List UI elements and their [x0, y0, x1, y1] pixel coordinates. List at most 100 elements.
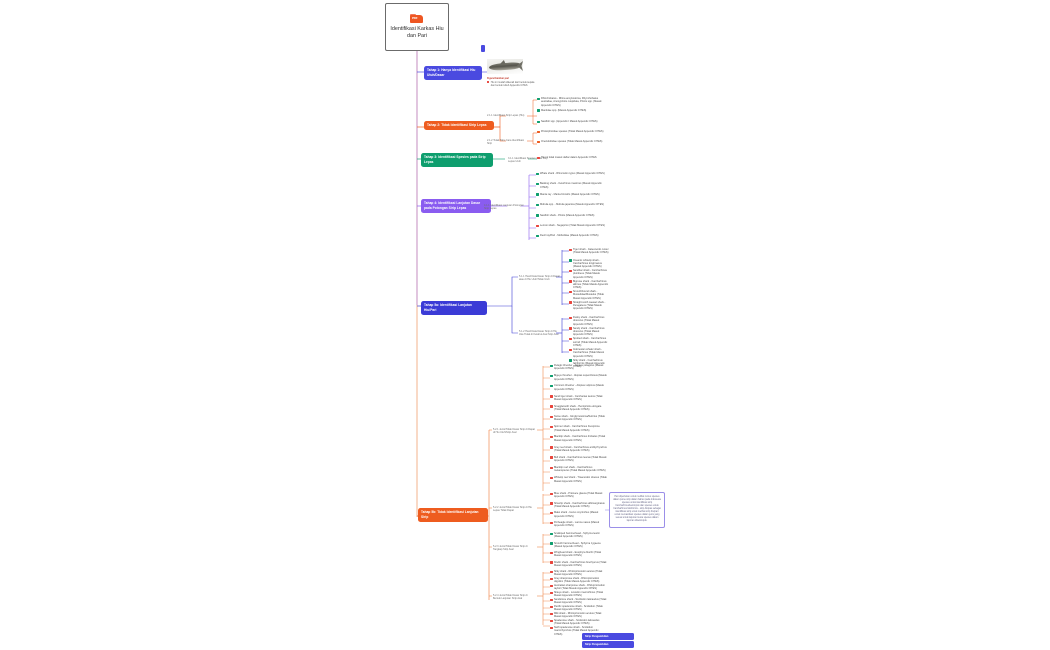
leaf-node[interactable]: Blacktip shark - Carcharhinus limbatus (…	[550, 435, 607, 442]
leaf-node[interactable]: Orectolobidae spesies (Tidak Masuk Appen…	[537, 140, 605, 144]
leaf-label: Spinner shark - Carcharhinus brevipinna …	[553, 425, 600, 432]
leaf-label: Common thresher - Alopias vulpinus (Masu…	[553, 384, 604, 391]
leaf-node[interactable]: Pelagic thresher - Alopias pelagicus (Ma…	[550, 364, 607, 371]
leaf-label: Whitetip reef shark - Triaenodon obesus …	[553, 476, 607, 483]
leaf-label: Manta ray - Manta birostris (Masuk Appen…	[539, 192, 600, 196]
leaf-node[interactable]: Basking shark - Cetorhinus maximus (Masu…	[536, 182, 606, 189]
leaf-node[interactable]: Pacific spadenose shark - Scoliodon (Tid…	[550, 605, 607, 612]
leaf-node[interactable]: Pristiophoridae spesies (Tidak Masuk App…	[537, 130, 605, 134]
status-bullet-icon	[536, 224, 539, 228]
leaf-node[interactable]: Rhinchobatus - Rhina ancylostoma, Rhynch…	[537, 97, 605, 107]
status-bullet-icon	[536, 172, 539, 176]
leaf-node[interactable]: Silky shark - Carcharhinus falciformis (…	[569, 359, 609, 369]
leaf-node[interactable]: Devil ray/Pari - Mobulidae (Masuk Append…	[536, 234, 606, 238]
leaf-node[interactable]: Swift spadenose shark - Scoliodon macror…	[550, 626, 607, 636]
status-bullet-icon	[550, 415, 553, 419]
hub-node-h10[interactable]: 5.2.4 Jenis/Tidak Dasar Sirip di Bentuk …	[493, 594, 528, 601]
hub-node-h3[interactable]: 3.1.1 Identifikasi Spesies pada Sirip Le…	[508, 157, 548, 164]
leaf-node[interactable]: Mako shark - Isurus oxyrinchus (Masuk Ap…	[550, 511, 607, 518]
leaf-node[interactable]: Smooth hammerhead - Sphyrna zygaena (Mas…	[550, 542, 607, 549]
leaf-node[interactable]: Blacktip reef shark - Carcharhinus melan…	[550, 466, 607, 473]
leaf-node[interactable]: Winghead shark - Eusphyra blochii (Tidak…	[550, 551, 607, 558]
root-node[interactable]: PDF Identifikasi Karkas Hiu dan Pari	[385, 3, 449, 51]
leaf-node[interactable]: Scalloped hammerhead - Sphyrna lewini (M…	[550, 532, 607, 539]
leaf-label: Scalloped hammerhead - Sphyrna lewini (M…	[553, 532, 600, 539]
leaf-node[interactable]: Dusky shark - Carcharhinus obscurus (Tid…	[569, 316, 609, 326]
leaf-node[interactable]: Blue shark - Prionace glauca (Tidak Masu…	[550, 492, 607, 499]
leaf-label: Winghead shark - Eusphyra blochii (Tidak…	[553, 551, 602, 558]
leaf-label: Sandbar shark - Carcharhinus plumbeus (T…	[572, 269, 607, 279]
leaf-node[interactable]: Sandbar shark - Carcharhinus plumbeus (T…	[569, 269, 609, 279]
leaf-label: Mantidae spp. (Masuk Appendix CITES)	[540, 108, 587, 112]
leaf-label: Pristiophoridae spesies (Tidak Masuk App…	[540, 130, 604, 133]
leaf-node[interactable]: Straight-tooth weasel shark - Paragaleus…	[569, 301, 609, 311]
leaf-node[interactable]: Australian sharpnose shark - Rhizopriono…	[550, 584, 607, 591]
leaf-node[interactable]: Sawfish spp. (Appendix I Masuk Appendix …	[537, 120, 605, 124]
leaf-node[interactable]: Nurse shark - Ginglymostoma/Nebrius (Tid…	[550, 415, 607, 422]
status-bullet-icon	[550, 591, 553, 595]
leaf-node[interactable]: Bigeye thresher - Alopias superciliosus …	[550, 374, 607, 381]
leaf-node[interactable]: Spotted shark - Carcharhinus sorrah (Tid…	[569, 337, 609, 347]
hub-node-h4[interactable]: 4.1.1 Identifikasi Lanjutan Potongan Sir…	[484, 204, 524, 211]
leaf-label: Basking shark - Cetorhinus maximus (Masu…	[539, 182, 602, 189]
status-bullet-icon	[550, 395, 553, 398]
leaf-node[interactable]: Smoothhound shark - Mustelidae/Mustelus …	[569, 290, 609, 300]
hub-node-h7[interactable]: 5.2.1 Jenis/Tidak Dasar Sirip di Dapat d…	[493, 428, 535, 435]
leaf-node[interactable]: Mantidae spp. (Masuk Appendix CITES)	[537, 109, 605, 112]
leaf-node[interactable]: Sandstone shark - Scoliodon laticaudus (…	[550, 598, 607, 605]
leaf-node[interactable]: Grey sharpnose shark - Rhizoprionodon ol…	[550, 577, 607, 584]
hub-node-h8[interactable]: 5.2.2 Jenis/Tidak Dasar Sirip di Hiu Lep…	[493, 506, 532, 513]
leaf-node[interactable]: Sand tiger shark - Carcharias taurus (Ti…	[550, 395, 607, 402]
status-bullet-icon	[550, 476, 553, 480]
leaf-node[interactable]: Bull shark - Carcharhinus leucas (Tidak …	[550, 456, 607, 463]
branch-tahap3[interactable]: Tahap 3: Identifikasi Spesies pada Sirip…	[421, 153, 493, 167]
leaf-label: Blacktip reef shark - Carcharhinus melan…	[553, 466, 606, 473]
status-bullet-icon	[537, 109, 540, 112]
leaf-node[interactable]: Whale shark - Rhincodon typus (Masuk App…	[536, 172, 606, 176]
leaf-node[interactable]: Silvertip shark - Carcharhinus albimargi…	[550, 502, 607, 509]
branch-tahap2[interactable]: Tahap 2: Tidak Identifikasi Sirip Lepas	[424, 121, 494, 131]
badge-sirip-pengambilan-2[interactable]: Sirip Pengambilan	[582, 641, 634, 648]
status-bullet-icon	[550, 584, 553, 588]
caption-text: Hiu ini mudah dikenali dari bentuk kepal…	[490, 80, 535, 87]
hub-node-h9[interactable]: 5.2.3 Jenis/Tidak Dasar Sirip di Tangkap…	[493, 545, 528, 552]
leaf-node[interactable]: Porbeagle shark - Lamna nasus (Masuk App…	[550, 521, 607, 528]
status-bullet-icon	[536, 182, 539, 186]
leaf-node[interactable]: Sandy shark - Carcharhinus obscurus (Tid…	[569, 327, 609, 337]
leaf-label: Rhinchobatus - Rhina ancylostoma, Rhynch…	[540, 97, 602, 107]
leaf-label: Indonesian whaler shark - Carcharhinus (…	[572, 348, 605, 358]
leaf-node[interactable]: Indonesian whaler shark - Carcharhinus (…	[569, 348, 609, 358]
leaf-node[interactable]: Lemon shark - Negaprion (Tidak Masuk App…	[536, 224, 606, 228]
leaf-node[interactable]: Kitefin shark - Carcharhinus brachyurus …	[550, 561, 607, 568]
leaf-node[interactable]: Milk shark - Rhizoprionodon acutus (Tida…	[550, 612, 607, 619]
leaf-node[interactable]: Common thresher - Alopias vulpinus (Masu…	[550, 384, 607, 391]
leaf-node[interactable]: Grey reef shark - Carcharhinus amblyrhyn…	[550, 446, 607, 453]
branch-tahap1[interactable]: Tahap 1: Hanya Identifikasi Hiu Utuh/Das…	[424, 66, 482, 80]
hub-node-h5[interactable]: 5.1.1 Hasil Data Dasar Sirip di Dapat at…	[519, 275, 560, 282]
status-bullet-icon	[550, 605, 553, 609]
leaf-node[interactable]: Silky shark - Rhizoprionodon acutus (Tid…	[550, 570, 607, 577]
shark-photo[interactable]	[487, 59, 523, 74]
badge-sirip-pengambilan-1[interactable]: Sirip Pengambilan	[582, 633, 634, 640]
leaf-node[interactable]: Manta ray - Manta birostris (Masuk Appen…	[536, 193, 606, 196]
leaf-node[interactable]: Hiu ini tidak masuk daftar dalam Appendi…	[537, 156, 605, 160]
leaf-node[interactable]: Snaggletooth shark - Hemipristis elongat…	[550, 405, 607, 412]
leaf-node[interactable]: Bignose shark - Carcharhinus altimus (Ti…	[569, 280, 609, 290]
leaf-node[interactable]: Spinner shark - Carcharhinus brevipinna …	[550, 425, 607, 432]
branch-tahap6[interactable]: Tahap 5b: Tidak Identifikasi Lanjutan Si…	[418, 508, 488, 522]
branch-tahap5[interactable]: Tahap 5a: Identifikasi Lanjutan Hiu/Pari	[421, 301, 487, 315]
leaf-node[interactable]: Spadenose shark - Scoliodon laticaudus (…	[550, 619, 607, 626]
hub-node-h6[interactable]: 5.1.2 Hasil Data Dasar Sirip di Hiu Jika…	[519, 330, 559, 337]
leaf-node[interactable]: Whitetip reef shark - Triaenodon obesus …	[550, 476, 607, 483]
status-bullet-icon	[569, 316, 572, 320]
hub-node-h2[interactable]: 2.1.2 Tidak Tahu Cara Identifikasi Sirip	[487, 139, 524, 146]
leaf-label: Devil ray/Pari - Mobulidae (Masuk Append…	[539, 234, 599, 238]
leaf-node[interactable]: Sawfish shark - Pristis (Masuk Appendix …	[536, 214, 606, 217]
leaf-node[interactable]: Tiger shark - Galeocerdo cuvier (Tidak M…	[569, 248, 609, 255]
leaf-label: Sandstone shark - Scoliodon laticaudus (…	[553, 598, 607, 605]
branch-tahap4[interactable]: Tahap 4: Identifikasi Lanjutan Dasar pad…	[421, 199, 491, 213]
leaf-node[interactable]: Oceanic whitetip shark - Carcharhinus lo…	[569, 259, 609, 269]
leaf-node[interactable]: Sliteye shark - Loxodon macrorhinus (Tid…	[550, 591, 607, 598]
leaf-node[interactable]: Mobula spp. - Mobula japanica (Masuk App…	[536, 203, 606, 207]
hub-node-h1[interactable]: 2.1.1 Identifikasi Sirip Lepas (Hiu)	[487, 114, 525, 117]
